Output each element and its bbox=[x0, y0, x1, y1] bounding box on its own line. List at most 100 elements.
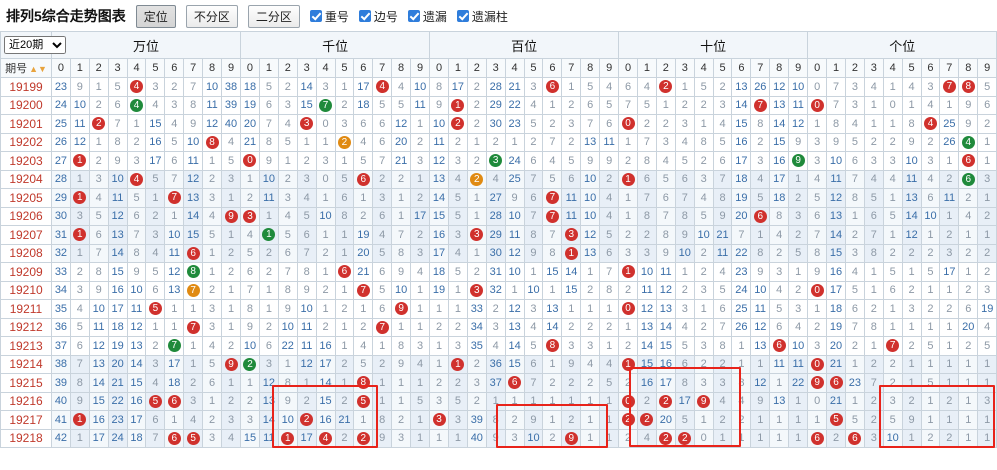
grid-cell[interactable]: 13 bbox=[542, 299, 563, 319]
checkbox-box[interactable] bbox=[456, 10, 469, 22]
grid-cell[interactable]: 9 bbox=[674, 225, 695, 245]
grid-cell[interactable]: 2 bbox=[977, 243, 997, 263]
grid-cell[interactable]: 1 bbox=[334, 225, 355, 245]
grid-cell[interactable]: 3 bbox=[221, 169, 242, 189]
grid-cell[interactable]: 1 bbox=[901, 317, 922, 337]
grid-cell[interactable]: 7 bbox=[258, 114, 279, 134]
grid-cell[interactable]: 1 bbox=[315, 225, 336, 245]
grid-cell[interactable]: 6 bbox=[69, 336, 90, 356]
grid-cell[interactable]: 1 bbox=[618, 132, 639, 152]
grid-cell[interactable]: 6 bbox=[240, 262, 260, 282]
grid-cell[interactable]: 8 bbox=[69, 373, 90, 393]
grid-cell[interactable]: 1 bbox=[296, 132, 317, 152]
grid-cell[interactable]: 2 bbox=[977, 206, 997, 226]
grid-cell[interactable]: 3 bbox=[693, 169, 714, 189]
grid-cell[interactable]: 5 bbox=[69, 317, 90, 337]
grid-cell[interactable]: 40 bbox=[51, 391, 71, 411]
grid-cell[interactable]: 1 bbox=[69, 428, 90, 448]
grid-cell[interactable]: 21 bbox=[712, 225, 733, 245]
grid-cell[interactable]: 9 bbox=[107, 151, 128, 171]
grid-cell[interactable]: 3 bbox=[655, 132, 676, 152]
grid-cell[interactable]: 26 bbox=[731, 317, 752, 337]
grid-cell[interactable]: 6 bbox=[164, 391, 185, 411]
chonghao-checkbox[interactable]: 重号 bbox=[309, 8, 349, 25]
grid-cell[interactable]: 4 bbox=[863, 77, 884, 97]
grid-cell[interactable]: 2 bbox=[561, 373, 582, 393]
grid-cell[interactable]: 1 bbox=[844, 206, 865, 226]
number-ball[interactable]: 7 bbox=[319, 98, 333, 112]
grid-cell[interactable]: 10 bbox=[258, 169, 279, 189]
grid-cell[interactable]: 1 bbox=[561, 243, 582, 263]
number-ball[interactable]: 6 bbox=[961, 154, 975, 168]
number-ball[interactable]: 2 bbox=[243, 357, 257, 371]
grid-cell[interactable]: 2 bbox=[447, 373, 468, 393]
grid-cell[interactable]: 17 bbox=[353, 77, 374, 97]
grid-cell[interactable]: 8 bbox=[542, 336, 563, 356]
grid-cell[interactable]: 4 bbox=[920, 114, 941, 134]
grid-cell[interactable]: 12 bbox=[580, 225, 601, 245]
grid-cell[interactable]: 1 bbox=[580, 410, 601, 430]
grid-cell[interactable]: 3 bbox=[844, 77, 865, 97]
grid-cell[interactable]: 2 bbox=[126, 132, 147, 152]
grid-cell[interactable]: 9 bbox=[655, 243, 676, 263]
grid-cell[interactable]: 24 bbox=[107, 428, 128, 448]
grid-cell[interactable]: 4 bbox=[145, 243, 166, 263]
grid-cell[interactable]: 19 bbox=[977, 299, 997, 319]
grid-cell[interactable]: 8 bbox=[485, 410, 506, 430]
grid-cell[interactable]: 9 bbox=[221, 354, 242, 374]
grid-cell[interactable]: 4 bbox=[126, 77, 147, 97]
grid-cell[interactable]: 1 bbox=[882, 77, 903, 97]
grid-cell[interactable]: 39 bbox=[466, 410, 487, 430]
grid-cell[interactable]: 1 bbox=[202, 262, 223, 282]
grid-cell[interactable]: 5 bbox=[372, 243, 393, 263]
grid-cell[interactable]: 25 bbox=[504, 169, 525, 189]
grid-cell[interactable]: 16 bbox=[315, 336, 336, 356]
grid-cell[interactable]: 3 bbox=[674, 114, 695, 134]
grid-cell[interactable]: 9 bbox=[277, 299, 298, 319]
grid-cell[interactable]: 14 bbox=[826, 225, 846, 245]
grid-cell[interactable]: 1 bbox=[977, 373, 997, 393]
grid-cell[interactable]: 3 bbox=[202, 188, 223, 208]
grid-cell[interactable]: 37 bbox=[51, 336, 71, 356]
grid-cell[interactable]: 1 bbox=[882, 317, 903, 337]
grid-cell[interactable]: 1 bbox=[542, 280, 563, 300]
grid-cell[interactable]: 20 bbox=[731, 206, 752, 226]
grid-cell[interactable]: 9 bbox=[523, 410, 544, 430]
grid-cell[interactable]: 3 bbox=[69, 280, 90, 300]
grid-cell[interactable]: 7 bbox=[712, 317, 733, 337]
grid-cell[interactable]: 8 bbox=[542, 243, 563, 263]
number-ball[interactable]: 2 bbox=[678, 431, 692, 445]
grid-cell[interactable]: 2 bbox=[466, 391, 487, 411]
grid-cell[interactable]: 2 bbox=[542, 373, 563, 393]
grid-cell[interactable]: 1 bbox=[939, 410, 960, 430]
grid-cell[interactable]: 24 bbox=[51, 95, 71, 115]
grid-cell[interactable]: 1 bbox=[410, 428, 431, 448]
grid-cell[interactable]: 1 bbox=[69, 169, 90, 189]
grid-cell[interactable]: 1 bbox=[447, 354, 468, 374]
grid-cell[interactable]: 11 bbox=[788, 354, 809, 374]
grid-cell[interactable]: 1 bbox=[258, 206, 279, 226]
grid-cell[interactable]: 7 bbox=[542, 132, 563, 152]
grid-cell[interactable]: 8 bbox=[750, 243, 771, 263]
number-ball[interactable]: 9 bbox=[224, 209, 238, 223]
grid-cell[interactable]: 15 bbox=[88, 391, 109, 411]
grid-cell[interactable]: 0 bbox=[807, 391, 828, 411]
grid-cell[interactable]: 2 bbox=[882, 373, 903, 393]
grid-cell[interactable]: 3 bbox=[240, 206, 260, 226]
grid-cell[interactable]: 6 bbox=[920, 188, 941, 208]
issue-column-header[interactable]: 期号 ▲▼ bbox=[0, 58, 52, 78]
grid-cell[interactable]: 3 bbox=[788, 299, 809, 319]
grid-cell[interactable]: 1 bbox=[788, 169, 809, 189]
grid-cell[interactable]: 14 bbox=[655, 317, 676, 337]
grid-cell[interactable]: 6 bbox=[107, 95, 128, 115]
grid-cell[interactable]: 2 bbox=[618, 151, 639, 171]
grid-cell[interactable]: 4 bbox=[958, 206, 979, 226]
grid-cell[interactable]: 4 bbox=[126, 169, 147, 189]
grid-cell[interactable]: 9 bbox=[958, 114, 979, 134]
grid-cell[interactable]: 17 bbox=[447, 77, 468, 97]
grid-cell[interactable]: 0 bbox=[693, 428, 714, 448]
grid-cell[interactable]: 9 bbox=[429, 95, 449, 115]
grid-cell[interactable]: 1 bbox=[353, 188, 374, 208]
grid-cell[interactable]: 3 bbox=[939, 243, 960, 263]
grid-cell[interactable]: 6 bbox=[372, 206, 393, 226]
